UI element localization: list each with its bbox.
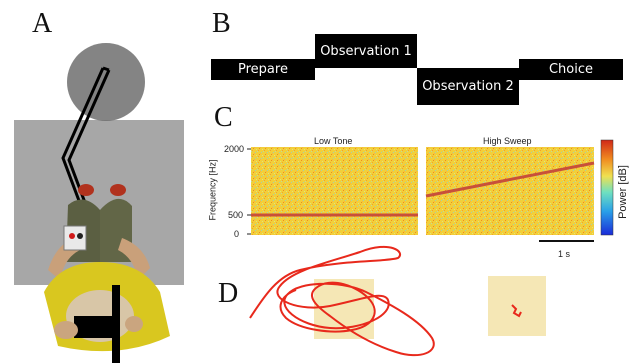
timeline-observation-1: Observation 1 <box>315 34 417 68</box>
panel-label-c: C <box>214 102 233 133</box>
timeline-choice: Choice <box>519 59 623 80</box>
panel-label-d: D <box>218 278 239 309</box>
trajectory-path-right <box>511 304 522 318</box>
trajectory-path-left <box>249 246 435 357</box>
timeline-observation-2: Observation 2 <box>417 68 519 105</box>
high-sweep-line <box>425 161 595 198</box>
handheld-device-icon <box>63 225 87 251</box>
panel-label-b: B <box>212 8 231 39</box>
spectrogram-low-tone <box>251 147 418 235</box>
target-patch-right <box>488 276 546 336</box>
panel-label-a: A <box>32 8 53 39</box>
target-patch-left <box>314 279 374 339</box>
spectrogram-right-title: High Sweep <box>483 136 532 146</box>
timeline-prepare: Prepare <box>211 59 315 80</box>
colorbar <box>600 139 614 236</box>
scale-bar-label: 1 s <box>558 249 571 259</box>
y-tick-500: 500 <box>228 210 244 220</box>
y-tick-0: 0 <box>234 229 240 239</box>
y-tick-2000: 2000 <box>224 144 245 154</box>
face-redaction <box>74 316 116 338</box>
spectrogram-left-title: Low Tone <box>314 136 353 146</box>
pole <box>112 285 120 363</box>
